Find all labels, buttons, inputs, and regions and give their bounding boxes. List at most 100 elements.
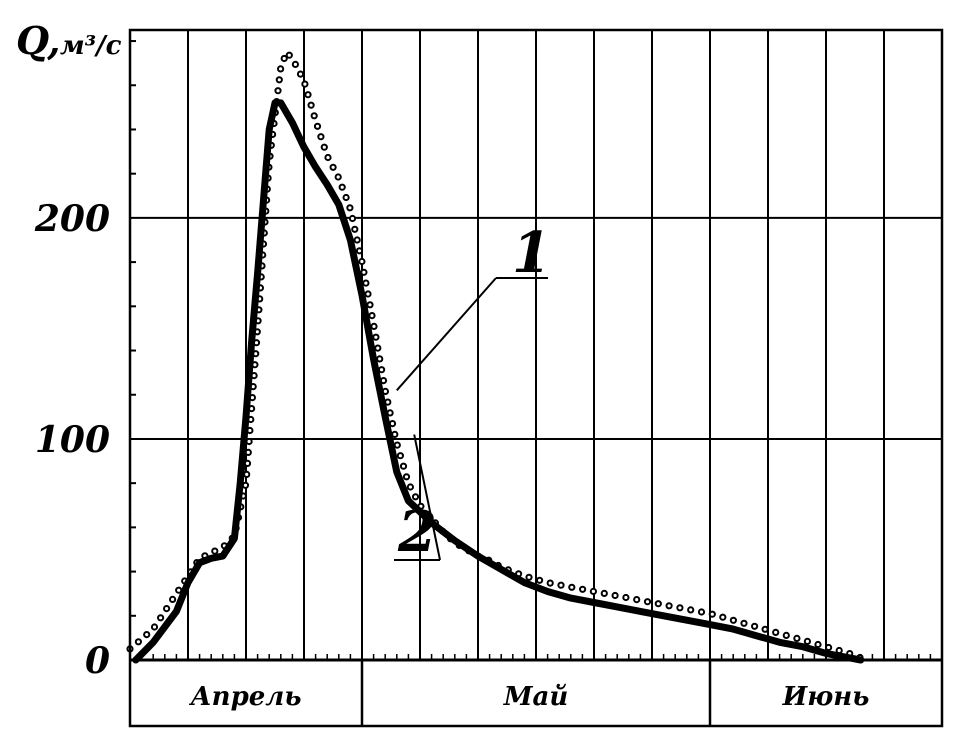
series-leader-line [396, 277, 497, 391]
series-1-point [277, 65, 285, 73]
label-layer: Q, м³/с Апрель Май Июнь 0 100 200 1 2 [16, 18, 869, 712]
series-1-point [307, 101, 315, 109]
series-1-point [280, 54, 288, 63]
series-1-point [275, 76, 283, 84]
series-1-point [643, 598, 652, 606]
series-1-point [665, 602, 673, 610]
series-1-point [697, 608, 706, 616]
series-1-point [399, 462, 408, 470]
series-1-point [150, 623, 159, 631]
series-1-point [296, 70, 305, 78]
series-1-point [393, 441, 401, 449]
series-1-point [372, 333, 380, 341]
series-label-1: 1 [512, 220, 551, 286]
series-1-point [338, 183, 346, 191]
series-1-point [355, 247, 364, 255]
series-1-point [310, 112, 318, 120]
series-1-point [362, 279, 370, 287]
series-1-point [388, 420, 397, 428]
series-1-point [274, 87, 282, 95]
series-1-point [793, 634, 801, 643]
grid-layer [130, 30, 942, 660]
series-1-point [320, 143, 328, 151]
month-label: Июнь [782, 682, 870, 712]
series-1-point [729, 616, 738, 624]
y-tick-label: 200 [34, 198, 110, 240]
series-1-point [600, 589, 608, 598]
series-1-point [360, 268, 368, 276]
series-1-point [761, 625, 769, 633]
series-1-point [378, 366, 386, 374]
series-1-point [391, 430, 399, 438]
y-tick-label: 0 [85, 640, 110, 682]
series-1-point [411, 493, 420, 501]
series-1-point [525, 573, 533, 581]
series-1-point [589, 587, 598, 596]
series-1-point [396, 452, 404, 460]
series-1-point [169, 595, 177, 604]
series-1-point [368, 312, 376, 320]
series-1-point [348, 214, 357, 223]
series-1-point [358, 257, 366, 266]
series-1-point [243, 459, 252, 467]
month-label: Май [503, 682, 569, 712]
series-1-point [134, 638, 142, 646]
series-1-point [324, 153, 332, 162]
series-1-point [406, 483, 414, 491]
series-1-point [687, 606, 695, 614]
frame-layer [128, 28, 944, 728]
month-label: Апрель [189, 682, 302, 712]
series-1-point [304, 91, 312, 99]
series-1-point [291, 60, 299, 69]
series-1-point [301, 80, 309, 88]
series-1-point [803, 637, 812, 646]
series-1-point [654, 600, 662, 608]
series-1-point [546, 579, 554, 587]
series-1-point [611, 591, 619, 600]
y-tick-label: 100 [35, 419, 110, 461]
y-axis-label: Q, [16, 18, 60, 63]
series-1-point [163, 605, 171, 613]
series-1-point [351, 225, 359, 233]
series-2-line [132, 99, 865, 664]
series-1-point [376, 355, 384, 363]
series-layer [126, 51, 865, 664]
series-1-point [782, 631, 790, 640]
series-1-point [402, 473, 411, 481]
series-1-point [708, 610, 716, 618]
series-1-point [366, 301, 374, 309]
series-1-point [719, 613, 727, 621]
series-1-point [342, 193, 350, 202]
series-1-point [317, 133, 325, 141]
series-1-point [346, 204, 354, 212]
series-1-point [825, 643, 833, 652]
series-1-point [772, 628, 780, 637]
series-1-point [536, 576, 544, 584]
series-1-point [740, 619, 748, 627]
series-1-point [211, 547, 219, 555]
series-1-point [157, 614, 165, 622]
series-1-point [814, 640, 822, 649]
series-1-point [334, 173, 342, 181]
y-axis-unit: м³/с [60, 31, 122, 61]
series-1-point [633, 596, 641, 604]
series-1-point [557, 581, 565, 589]
series-1-point [143, 631, 151, 639]
series-1-point [374, 344, 382, 352]
series-1-point [285, 51, 293, 59]
series-1-point [751, 622, 759, 630]
series-1-point [329, 163, 337, 171]
series-1-point [353, 236, 361, 244]
plot-frame [128, 28, 944, 728]
series-1-point [243, 470, 251, 478]
series-1-point [622, 593, 630, 602]
series-1-point [313, 122, 322, 130]
series-1-point [568, 583, 576, 591]
series-1-point [370, 322, 378, 330]
series-1-point [364, 290, 372, 298]
series-1-point [579, 585, 587, 593]
series-1-point [676, 604, 684, 612]
series-leader-line [413, 434, 441, 561]
series-label-2: 2 [397, 499, 437, 565]
